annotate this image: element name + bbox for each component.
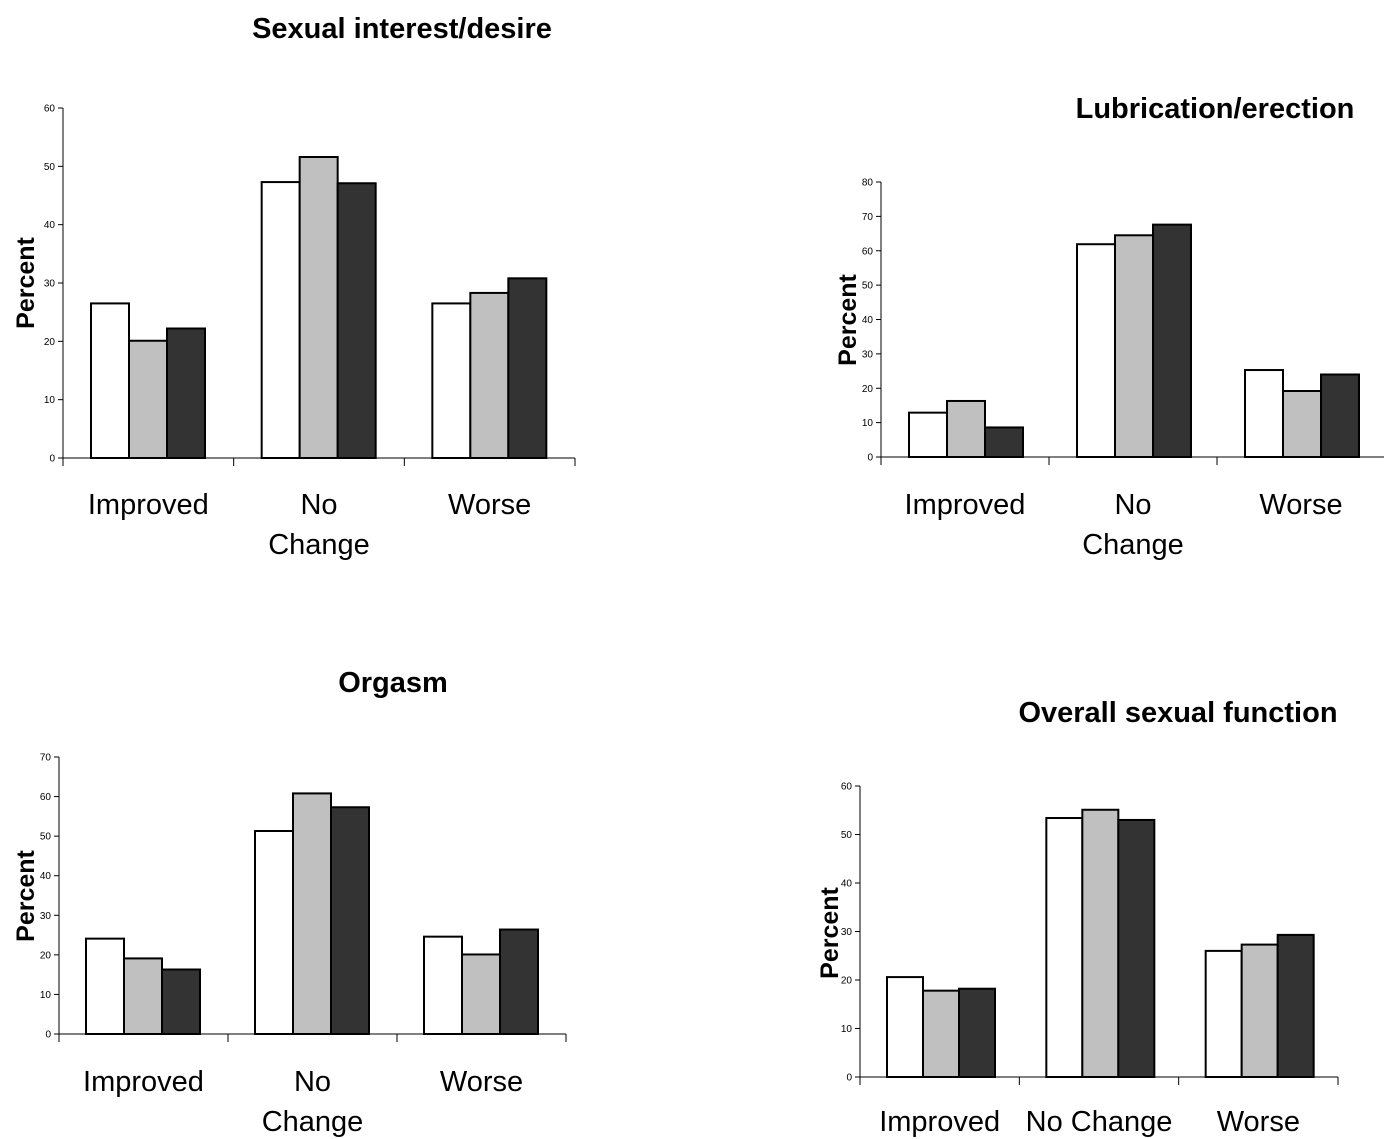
bar-no-change-2 (1081, 808, 1120, 1078)
y-tick-label: 20 (44, 337, 56, 348)
y-tick-label: 10 (841, 1024, 853, 1035)
y-tick-label: 40 (40, 871, 52, 882)
bar-no-change-3 (1117, 818, 1156, 1078)
bar-worse-3 (1276, 933, 1315, 1079)
bar-no-change-1 (254, 829, 294, 1036)
y-tick-label: 60 (841, 782, 853, 793)
bar-no-change-3 (330, 806, 370, 1036)
chart-title: Overall sexual function (1018, 697, 1337, 729)
bar-improved-1 (85, 937, 125, 1036)
y-axis-label: Percent (12, 236, 40, 328)
x-category-label: No Change (1026, 1106, 1173, 1138)
bar-no-change-2 (298, 156, 339, 459)
bar-improved-3 (984, 426, 1024, 458)
y-tick-label: 40 (862, 315, 874, 326)
bar-improved-3 (958, 987, 996, 1078)
y-tick-label: 50 (44, 162, 56, 173)
y-axis-label: Percent (834, 273, 862, 365)
y-tick-label: 30 (44, 279, 56, 290)
y-tick-label: 40 (841, 879, 853, 890)
bar-improved-2 (946, 399, 986, 458)
y-tick-label: 10 (862, 418, 874, 429)
x-category-label: No (300, 489, 337, 521)
bar-worse-2 (1240, 943, 1279, 1078)
bar-worse-3 (499, 928, 539, 1036)
y-tick-label: 60 (862, 246, 874, 257)
y-tick-label: 50 (841, 830, 853, 841)
chart-title: Orgasm (338, 667, 448, 699)
x-category-label: No (1114, 489, 1151, 521)
bar-no-change-1 (1045, 817, 1084, 1078)
y-tick-label: 0 (49, 454, 55, 465)
y-tick-label: 20 (862, 384, 874, 395)
y-axis-label: Percent (12, 849, 40, 941)
y-tick-label: 0 (846, 1073, 852, 1084)
y-tick-label: 20 (40, 950, 52, 961)
y-tick-label: 10 (40, 990, 52, 1001)
bar-worse-1 (423, 935, 463, 1036)
x-category-label: No (294, 1066, 331, 1098)
x-category-label: Worse (440, 1066, 523, 1098)
bar-worse-2 (1282, 390, 1322, 458)
bar-improved-1 (886, 976, 924, 1079)
bar-worse-1 (1204, 949, 1243, 1079)
bar-no-change-2 (292, 792, 332, 1035)
x-category-label: Improved (83, 1066, 204, 1098)
y-tick-label: 40 (44, 220, 56, 231)
bar-no-change-1 (1076, 243, 1116, 458)
y-tick-label: 20 (841, 976, 853, 987)
x-category-label: Worse (1259, 489, 1342, 521)
y-tick-label: 70 (862, 212, 874, 223)
bar-worse-1 (431, 302, 472, 459)
y-tick-label: 30 (841, 927, 853, 938)
bar-no-change-2 (1114, 234, 1154, 458)
x-category-label: Worse (448, 489, 531, 521)
chart-title: Sexual interest/desire (252, 13, 552, 45)
y-tick-label: 60 (44, 104, 56, 115)
x-category-label: Improved (905, 489, 1026, 521)
x-category-label: Change (268, 529, 370, 561)
chart-panel-3: Orgasm Percent 0 10 20 30 40 50 60 70 Improved No Ch… (12, 667, 567, 1138)
y-tick-label: 50 (862, 281, 874, 292)
bar-no-change-1 (260, 181, 301, 459)
y-tick-label: 60 (40, 792, 52, 803)
chart-panel-1: Sexual interest/desire Percent 0 10 20 30 40 50… (12, 13, 576, 561)
bar-improved-2 (123, 957, 163, 1036)
bar-worse-2 (461, 953, 501, 1035)
y-tick-label: 30 (862, 349, 874, 360)
bar-improved-1 (908, 411, 948, 458)
bar-no-change-3 (336, 182, 377, 459)
x-category-label: Worse (1217, 1106, 1300, 1138)
bar-improved-2 (922, 989, 960, 1078)
bar-worse-3 (507, 277, 548, 460)
x-category-label: Change (1082, 529, 1184, 561)
chart-panel-2: Lubrication/erection Percent 0 10 20 30 40 50 60… (834, 93, 1384, 561)
y-tick-label: 80 (862, 178, 874, 189)
y-tick-label: 10 (44, 395, 56, 406)
y-tick-label: 0 (867, 453, 873, 464)
chart-panel-4: Overall sexual function Percent 0 10 20 30 40 5… (816, 697, 1339, 1138)
bar-worse-2 (469, 291, 510, 459)
bar-no-change-3 (1152, 223, 1192, 458)
y-tick-label: 0 (45, 1030, 51, 1041)
y-tick-label: 70 (40, 753, 52, 764)
bar-improved-2 (128, 339, 168, 459)
bar-improved-3 (161, 968, 201, 1036)
bar-worse-3 (1320, 373, 1360, 458)
y-axis-label: Percent (816, 886, 844, 978)
bar-worse-1 (1244, 369, 1284, 458)
y-tick-label: 30 (40, 911, 52, 922)
bar-improved-3 (166, 327, 206, 459)
y-tick-label: 50 (40, 832, 52, 843)
chart-title: Lubrication/erection (1076, 93, 1355, 125)
x-category-label: Improved (879, 1106, 1000, 1138)
bar-improved-1 (90, 302, 130, 459)
x-category-label: Improved (88, 489, 209, 521)
x-category-label: Change (262, 1106, 364, 1138)
